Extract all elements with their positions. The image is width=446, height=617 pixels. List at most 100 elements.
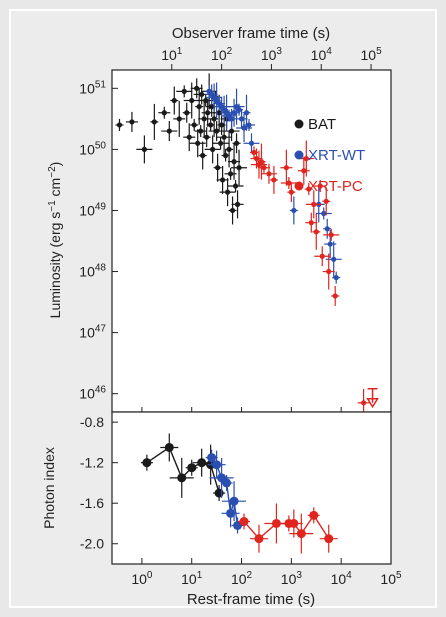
top-tick-label: 103 (261, 46, 283, 63)
data-point (142, 458, 152, 468)
data-point (328, 232, 334, 238)
data-point (238, 116, 245, 122)
data-point (234, 201, 241, 207)
data-point (229, 207, 236, 214)
data-point (324, 534, 334, 544)
data-point (271, 518, 281, 528)
data-point (222, 478, 232, 488)
data-point (231, 159, 237, 165)
data-point (239, 516, 249, 526)
upper-limit-arrow (366, 387, 379, 409)
data-point (228, 116, 235, 122)
luminosity-y-label: Luminosity (erg s−1 cm−2) (47, 162, 63, 319)
data-point (243, 110, 250, 116)
data-point (209, 104, 215, 110)
data-point (204, 134, 210, 140)
data-point (151, 119, 157, 125)
data-point (221, 134, 227, 140)
data-point (283, 165, 289, 171)
data-point (301, 168, 307, 174)
data-point (317, 183, 323, 189)
photon-index-x-ticks: 100 101 102 103 104 105 (131, 407, 402, 587)
data-point (218, 140, 224, 146)
legend-label-bat: BAT (308, 116, 336, 133)
data-point (200, 152, 206, 159)
legend-marker-xrt-wt (294, 150, 304, 160)
data-point (176, 116, 182, 122)
data-point (177, 473, 187, 483)
data-point (321, 210, 327, 217)
data-point (220, 177, 226, 183)
data-point (288, 189, 294, 195)
data-point (219, 122, 225, 128)
data-point (306, 186, 312, 192)
data-point (205, 110, 211, 116)
data-point (266, 171, 272, 177)
luminosity-tick-label: 1047 (79, 324, 106, 341)
legend-marker-xrt-pc (294, 181, 304, 191)
top-axis-ticks: 101 102 103 104 105 (161, 46, 382, 70)
data-point (311, 201, 317, 207)
data-point (187, 463, 197, 473)
data-point (324, 226, 330, 232)
legend-entry-xrt-pc: XRT-PC (294, 178, 363, 195)
data-point (289, 518, 299, 528)
photon-index-series (140, 433, 338, 554)
data-point (212, 460, 222, 470)
top-tick-label: 104 (311, 46, 333, 63)
data-point (360, 400, 367, 406)
data-point (309, 510, 319, 520)
luminosity-tick-label: 1051 (79, 79, 106, 96)
data-point (229, 496, 239, 506)
data-point (198, 128, 204, 134)
data-point (319, 253, 325, 259)
data-point (189, 97, 195, 104)
luminosity-tick-label: 1049 (79, 201, 106, 218)
data-point (186, 134, 192, 140)
x-axis-label: Rest-frame time (s) (187, 591, 315, 608)
photon-index-series-xrt-pc (238, 503, 338, 554)
data-point (308, 220, 314, 226)
data-point (199, 91, 205, 98)
data-point (258, 159, 265, 165)
data-point (211, 116, 217, 122)
data-point (226, 508, 236, 518)
data-point (248, 140, 255, 146)
data-point (208, 122, 214, 128)
photon-index-y-ticks: -0.8 -1.2 -1.6 -2.0 (80, 414, 118, 552)
data-point (166, 128, 172, 134)
data-point (333, 275, 339, 281)
photon-index-panel (111, 411, 392, 565)
data-point (222, 152, 229, 159)
data-point (261, 165, 267, 171)
luminosity-tick-label: 1048 (79, 263, 106, 280)
data-point (210, 146, 216, 152)
legend-entry-bat: BAT (294, 116, 336, 133)
photon-index-tick-label: -2.0 (80, 536, 104, 552)
data-point (253, 155, 260, 162)
luminosity-series-xrt-pc (249, 140, 370, 417)
data-point (196, 104, 202, 110)
top-tick-label: 101 (161, 46, 183, 63)
luminosity-series (115, 73, 379, 417)
data-point (233, 140, 240, 146)
photon-index-y-label: Photon index (41, 447, 57, 529)
data-point (203, 97, 209, 104)
data-point (251, 149, 257, 156)
data-point (296, 529, 306, 539)
data-point (291, 207, 297, 214)
photon-index-series-xrt-wt (205, 449, 247, 534)
luminosity-y-ticks: 1051 1050 1049 1048 1047 1046 (79, 79, 118, 402)
data-point (327, 241, 333, 247)
data-point (129, 119, 135, 125)
data-point (184, 110, 190, 116)
data-point (216, 110, 222, 116)
legend-label-xrt-pc: XRT-PC (308, 178, 363, 195)
data-point (233, 520, 243, 530)
luminosity-tick-label: 1046 (79, 385, 106, 402)
data-point (232, 183, 239, 189)
data-point (197, 458, 207, 468)
data-point (228, 128, 235, 134)
x-tick-label: 105 (380, 570, 402, 587)
